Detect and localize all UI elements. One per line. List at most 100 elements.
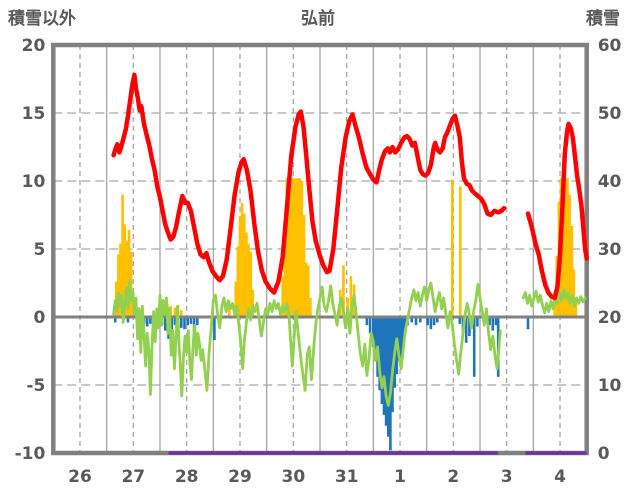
orange-bars-bar [249, 251, 252, 317]
blue-bars-bar [113, 317, 117, 323]
blue-bars-bar [419, 317, 422, 323]
blue-bars-bar [494, 317, 498, 326]
blue-bars-bar [170, 317, 173, 330]
blue-bars-bar [464, 317, 468, 343]
blue-bars-bar [164, 317, 167, 331]
orange-bars-bar [114, 281, 118, 317]
blue-bars-bar [382, 317, 386, 415]
blue-bars-bar [491, 317, 495, 331]
blue-bars-bar [213, 317, 216, 341]
blue-bars-bar [410, 317, 413, 323]
orange-bars-bar [251, 289, 255, 317]
x-tick-label: 26 [68, 467, 92, 487]
blue-bars-bar [414, 317, 418, 326]
orange-bars-bar [294, 178, 297, 317]
y-left-tick-label: 0 [33, 308, 45, 328]
y-right-tick-label: 10 [598, 376, 622, 396]
orange-bars-bar [283, 228, 287, 317]
y-left-tick-label: 5 [33, 240, 45, 260]
orange-bars-bar [570, 225, 574, 317]
orange-bars-bar [574, 298, 578, 317]
orange-bars-bar [243, 213, 246, 317]
orange-bars-bar [127, 230, 131, 317]
orange-bars-bar [125, 240, 129, 317]
blue-bars-bar [426, 317, 429, 326]
x-tick-label: 2 [447, 467, 459, 487]
blue-bars-bar [476, 317, 479, 327]
y-left-tick-label: 20 [22, 36, 46, 56]
blue-bars-bar [126, 317, 130, 323]
orange-bars-bar [247, 243, 250, 317]
blue-bars-bar [429, 317, 433, 330]
x-tick-label: 4 [554, 467, 566, 487]
orange-bars-bar [180, 310, 183, 317]
blue-bars-bar [180, 317, 183, 328]
blue-bars-bar [472, 317, 476, 377]
x-tick-label: 31 [335, 467, 359, 487]
orange-bars-bar [309, 298, 312, 317]
y-left-tick-label: -10 [15, 444, 46, 464]
y-right-tick-label: 30 [598, 240, 622, 260]
blue-bars-bar [186, 317, 189, 326]
orange-bars-bar [342, 265, 345, 317]
left-axis-title: 積雪以外 [8, 9, 76, 29]
blue-bars-bar [488, 317, 491, 326]
orange-bars-bar [117, 254, 120, 317]
orange-bars-bar [240, 202, 244, 317]
blue-bars-bar [436, 317, 439, 323]
orange-bars-bar [568, 194, 571, 317]
red-line [111, 72, 507, 295]
y-right-tick-label: 0 [598, 444, 610, 464]
orange-bars-bar [289, 178, 293, 317]
blue-bars-bar [365, 317, 369, 326]
x-tick-label: 27 [121, 467, 145, 487]
blue-bars-bar [149, 317, 152, 324]
orange-bars-bar [245, 232, 248, 317]
blue-bars-bar [173, 317, 177, 326]
y-right-tick-label: 60 [598, 36, 622, 56]
orange-bars-bar [302, 215, 306, 317]
blue-bars-bar [399, 317, 403, 364]
orange-bars-bar [561, 178, 565, 317]
orange-bars-bar [564, 178, 567, 317]
x-tick-label: 29 [228, 467, 252, 487]
orange-bars-bar [121, 194, 124, 317]
orange-bars-bar [349, 276, 353, 317]
orange-bars-bar [451, 179, 454, 317]
y-right-tick-label: 40 [598, 172, 622, 192]
blue-bars-bar [468, 317, 471, 336]
x-tick-label: 1 [394, 467, 406, 487]
blue-bars-bar [189, 317, 193, 324]
orange-bars-bar [287, 178, 291, 317]
orange-bars-bar [281, 276, 284, 317]
orange-bars-bar [238, 216, 242, 317]
orange-bars-bar [566, 178, 569, 317]
chart-title: 弘前 [301, 9, 335, 29]
orange-bars-bar [236, 246, 240, 317]
y-left-tick-label: 15 [22, 104, 46, 124]
green-line [112, 280, 502, 407]
blue-bars-bar [401, 317, 405, 347]
x-tick-label: 28 [175, 467, 199, 487]
orange-bars-bar [459, 186, 462, 317]
y-left-tick-label: 10 [22, 172, 46, 192]
blue-bars-bar [183, 317, 186, 330]
orange-bars-bar [304, 262, 308, 317]
orange-bars-bar [296, 178, 299, 317]
right-axis-title: 積雪 [586, 9, 620, 29]
orange-bars-bar [307, 265, 310, 317]
blue-bars-bar [384, 317, 388, 426]
blue-bars-bar [368, 317, 372, 334]
y-left-tick-label: -5 [26, 376, 45, 396]
blue-bars-bar [372, 317, 375, 347]
blue-bars-bar [458, 317, 462, 324]
blue-bars-bar [374, 317, 377, 361]
orange-bars-bar [285, 178, 289, 317]
y-right-tick-label: 50 [598, 104, 622, 124]
blue-bars-bar [387, 317, 390, 437]
orange-bars-bar [123, 224, 127, 317]
orange-bars-bar [234, 281, 237, 317]
orange-bars-bar [572, 269, 576, 317]
